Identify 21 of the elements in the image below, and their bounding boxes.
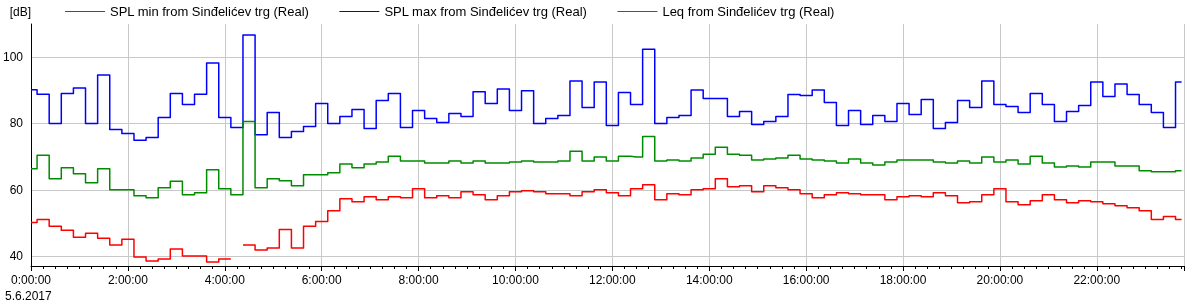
x-tick-label: 18:00:00	[879, 273, 927, 287]
legend-label: Leq from Sinđelićev trg (Real)	[662, 4, 835, 19]
y-tick-label: 40	[9, 249, 24, 264]
y-tick-label: 100	[2, 50, 24, 65]
y-tick-label: 60	[9, 182, 24, 197]
legend-label: SPL min from Sinđelićev trg (Real)	[110, 4, 309, 19]
x-tick-label: 10:00:00	[492, 273, 540, 287]
x-tick-label: 2:00:00	[107, 273, 149, 287]
x-tick-label: 16:00:00	[782, 273, 830, 287]
legend-label: SPL max from Sinđelićev trg (Real)	[384, 4, 587, 19]
text: 5.6.2017	[5, 289, 53, 303]
x-tick-label: 22:00:00	[1073, 273, 1121, 287]
x-tick-label: 8:00:00	[398, 273, 439, 287]
x-tick-label: 14:00:00	[685, 273, 733, 287]
x-tick-label: 20:00:00	[976, 273, 1024, 287]
x-tick-label: 12:00:00	[589, 273, 637, 287]
x-tick-label: 0:00:00	[11, 273, 52, 287]
x-tick-label: 4:00:00	[204, 273, 246, 287]
x-tick-label: 6:00:00	[301, 273, 343, 287]
y-tick-label: 80	[9, 116, 24, 131]
y-axis-title: [dB]	[9, 5, 32, 19]
